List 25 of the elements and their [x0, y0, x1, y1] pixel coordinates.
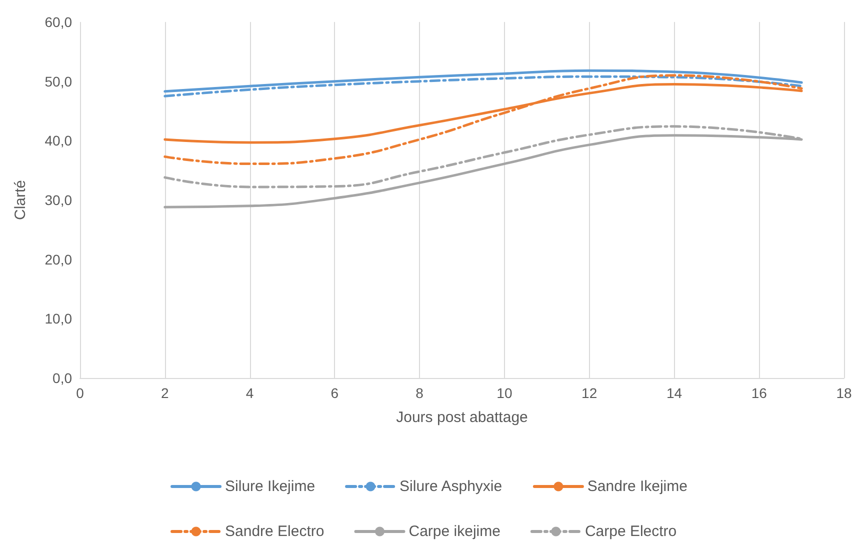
- y-axis-title: Clarté: [12, 180, 29, 220]
- y-tick-label: 20,0: [44, 251, 72, 268]
- legend-label: Sandre Ikejime: [587, 478, 688, 495]
- legend-label: Silure Asphyxie: [400, 478, 502, 495]
- x-axis-title: Jours post abattage: [396, 409, 528, 426]
- legend-label: Carpe Electro: [584, 523, 677, 540]
- x-tick-label: 4: [246, 385, 254, 401]
- x-tick-label: 6: [330, 385, 339, 401]
- y-tick-label: 30,0: [44, 192, 72, 208]
- y-tick-label: 0,0: [52, 370, 72, 386]
- x-tick-label: 16: [751, 385, 768, 401]
- legend-label: Carpe ikejime: [408, 523, 500, 540]
- y-tick-label: 10,0: [44, 310, 72, 327]
- legend-label: Silure Ikejime: [225, 478, 316, 495]
- x-tick-label: 8: [416, 385, 424, 401]
- y-tick-label: 40,0: [44, 132, 72, 149]
- x-tick-label: 12: [582, 385, 598, 401]
- y-tick-label: 50,0: [44, 73, 72, 90]
- x-tick-label: 18: [836, 385, 852, 401]
- x-tick-label: 2: [160, 385, 169, 401]
- y-tick-label: 60,0: [44, 14, 72, 30]
- x-tick-label: 10: [496, 385, 512, 401]
- x-tick-label: 14: [666, 385, 682, 401]
- legend-label: Sandre Electro: [225, 523, 324, 540]
- x-tick-label: 0: [76, 385, 84, 401]
